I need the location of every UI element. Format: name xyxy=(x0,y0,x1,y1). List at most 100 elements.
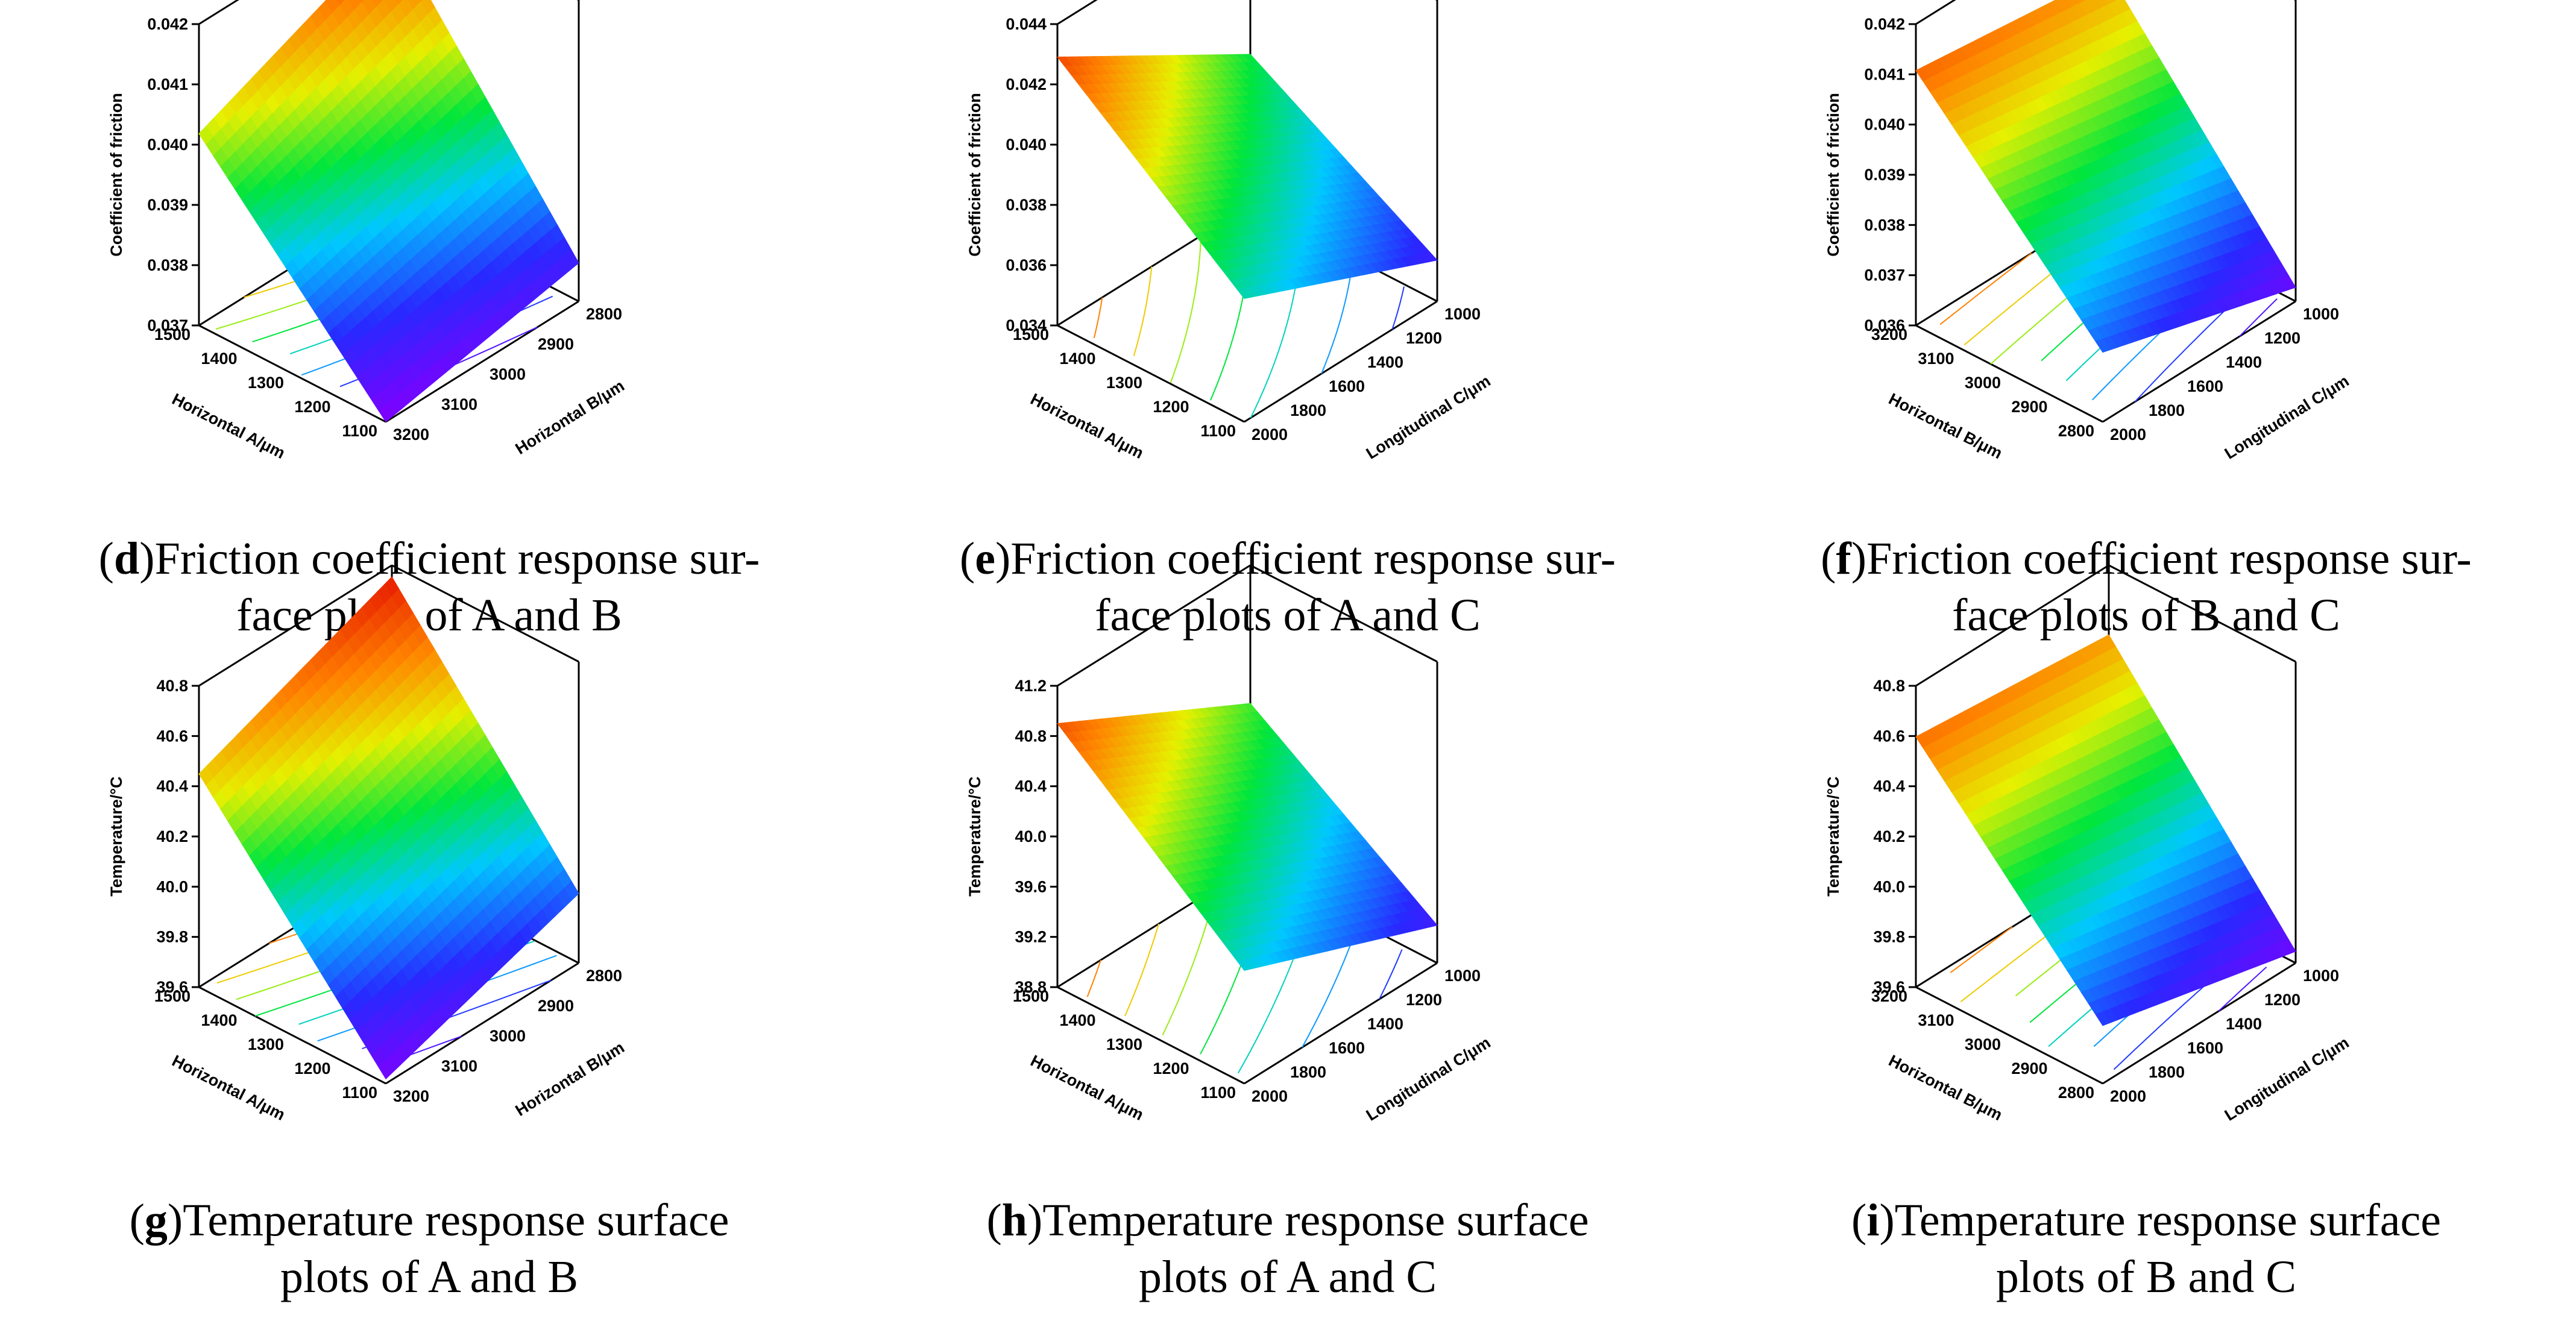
z-axis-label: Temperature/°C xyxy=(966,776,984,896)
axis-line xyxy=(391,564,579,663)
z-tick-label: 40.2 xyxy=(1873,827,1905,846)
y-tick-label: 3100 xyxy=(441,1057,477,1075)
z-tick-label: 0.036 xyxy=(1006,256,1047,274)
y-axis-label: Longitudinal C/μm xyxy=(2222,1034,2352,1125)
contour-line xyxy=(1133,266,1153,356)
caption-line-1: Temperature response surface xyxy=(1042,1195,1589,1246)
caption-line-1: Temperature response surface xyxy=(1894,1195,2441,1246)
z-tick-label: 0.040 xyxy=(1006,136,1047,154)
x-tick-label: 1200 xyxy=(1153,1059,1189,1078)
x-ticks: 3200 3100 3000 2900 2800 xyxy=(1871,325,2094,440)
y-axis-label: Longitudinal C/μm xyxy=(1363,372,1494,463)
z-tick-label: 0.039 xyxy=(147,196,188,214)
y-ticks: 3200 3100 3000 2900 2800 xyxy=(393,967,622,1105)
z-axis-label: Coefficient of friction xyxy=(966,93,984,257)
x-ticks: 1500 1400 1300 1200 1100 xyxy=(154,325,377,440)
x-tick-label: 1300 xyxy=(248,1035,284,1053)
chart-panel-g: 40.8 40.6 40.4 40.2 40.0 39.8 39.6 Temperature/… xyxy=(0,564,858,1322)
y-tick-label: 2800 xyxy=(586,967,622,985)
x-tick-label: 1500 xyxy=(1013,987,1049,1005)
caption-line-2: face plots of A and B xyxy=(236,590,622,641)
axis-line xyxy=(1915,564,2109,687)
axis-line xyxy=(2102,300,2296,423)
z-tick-label: 0.039 xyxy=(1864,166,1905,184)
axis-line xyxy=(198,564,392,687)
surface-plot-d: 0.042 0.041 0.040 0.039 0.038 0.037 Coefficien… xyxy=(107,0,628,462)
x-tick-label: 1300 xyxy=(1106,374,1142,392)
y-tick-label: 3200 xyxy=(393,1087,429,1105)
surface-cell xyxy=(1236,959,1253,971)
y-tick-label: 3000 xyxy=(490,365,526,383)
y-tick-label: 1600 xyxy=(2187,377,2223,395)
x-tick-label: 1500 xyxy=(154,987,191,1005)
axis-line xyxy=(385,300,579,423)
x-ticks: 1500 1400 1300 1200 1100 xyxy=(1013,325,1236,440)
y-tick-label: 3100 xyxy=(441,395,477,413)
z-axis-label: Coefficient of friction xyxy=(107,93,125,257)
x-tick-label: 1200 xyxy=(1153,398,1189,416)
z-tick-label: 0.040 xyxy=(1864,116,1905,134)
axis-line xyxy=(2102,962,2296,1085)
y-ticks: 3200 3100 3000 2900 2800 xyxy=(393,305,622,444)
x-tick-label: 2800 xyxy=(2058,422,2094,440)
axis-line xyxy=(1057,324,1245,423)
surface-plot-f: 0.042 0.041 0.040 0.039 0.038 0.037 0.036 Coeff… xyxy=(1824,0,2352,463)
z-tick-label: 40.0 xyxy=(1015,827,1047,846)
surface-mesh xyxy=(198,0,579,422)
z-tick-label: 40.8 xyxy=(156,677,188,695)
y-tick-label: 1000 xyxy=(2303,967,2339,985)
surface-plot-g: 40.8 40.6 40.4 40.2 40.0 39.8 39.6 Temperature/… xyxy=(107,564,628,1124)
x-tick-label: 1100 xyxy=(1200,1084,1236,1102)
y-tick-label: 2000 xyxy=(1252,425,1288,444)
y-tick-label: 2000 xyxy=(2110,1087,2146,1105)
surface-cell xyxy=(378,404,394,422)
contour-line xyxy=(1124,923,1159,1017)
axis-line xyxy=(1057,0,1098,25)
z-ticks: 40.8 40.6 40.4 40.2 40.0 39.8 39.6 xyxy=(156,677,199,996)
y-tick-label: 3200 xyxy=(393,425,429,444)
x-tick-label: 1400 xyxy=(1059,1011,1095,1029)
x-tick-label: 2800 xyxy=(2058,1084,2094,1102)
contour-line xyxy=(2218,966,2267,1012)
surface-mesh xyxy=(1057,703,1438,971)
x-axis-label: Horizontal A/μm xyxy=(169,1052,288,1124)
z-tick-label: 40.4 xyxy=(1873,777,1905,795)
axis-line xyxy=(1057,986,1245,1085)
caption-line-2: face plots of A and C xyxy=(1095,590,1481,641)
surface-mesh xyxy=(198,576,579,1080)
caption-letter: f xyxy=(1836,533,1851,584)
z-ticks: 40.8 40.6 40.4 40.2 40.0 39.8 39.6 xyxy=(1873,677,1916,996)
caption-letter: g xyxy=(144,1195,168,1246)
z-tick-label: 0.042 xyxy=(1006,75,1047,93)
x-axis-label: Horizontal A/μm xyxy=(1027,1052,1146,1124)
y-tick-label: 1600 xyxy=(1329,377,1365,395)
z-ticks: 0.042 0.041 0.040 0.039 0.038 0.037 0.036 xyxy=(1864,15,1916,334)
x-tick-label: 3200 xyxy=(1871,987,1907,1005)
x-tick-label: 1100 xyxy=(342,422,377,440)
z-tick-label: 39.8 xyxy=(156,928,188,946)
contour-line xyxy=(1302,927,1358,1048)
axis-line xyxy=(198,0,239,25)
chart-panel-d: 0.042 0.041 0.040 0.039 0.038 0.037 Coefficien… xyxy=(0,0,858,660)
z-tick-label: 40.6 xyxy=(156,727,188,745)
x-tick-label: 2900 xyxy=(2011,1059,2047,1078)
x-axis-label: Horizontal A/μm xyxy=(1027,390,1146,462)
z-tick-label: 0.034 xyxy=(1006,316,1047,334)
chart-panel-h: 41.2 40.8 40.4 40.0 39.6 39.2 38.8 Temperature/… xyxy=(858,564,1717,1322)
z-tick-label: 38.8 xyxy=(1015,978,1047,996)
x-tick-label: 1300 xyxy=(1106,1035,1142,1053)
z-axis-label: Temperature/°C xyxy=(1824,776,1842,896)
z-tick-label: 0.037 xyxy=(147,316,188,334)
z-tick-label: 0.041 xyxy=(1864,65,1905,83)
y-tick-label: 1400 xyxy=(1367,353,1403,371)
axis-line xyxy=(1244,300,1438,423)
y-tick-label: 2900 xyxy=(538,997,574,1015)
caption-line-1: Friction coefficient response sur- xyxy=(1010,533,1616,584)
caption-line-1: Friction coefficient response sur- xyxy=(1866,533,2472,584)
axis-line xyxy=(198,324,386,423)
z-tick-label: 40.4 xyxy=(156,777,188,795)
x-tick-label: 1100 xyxy=(342,1084,377,1102)
axis-line xyxy=(1057,564,1251,687)
